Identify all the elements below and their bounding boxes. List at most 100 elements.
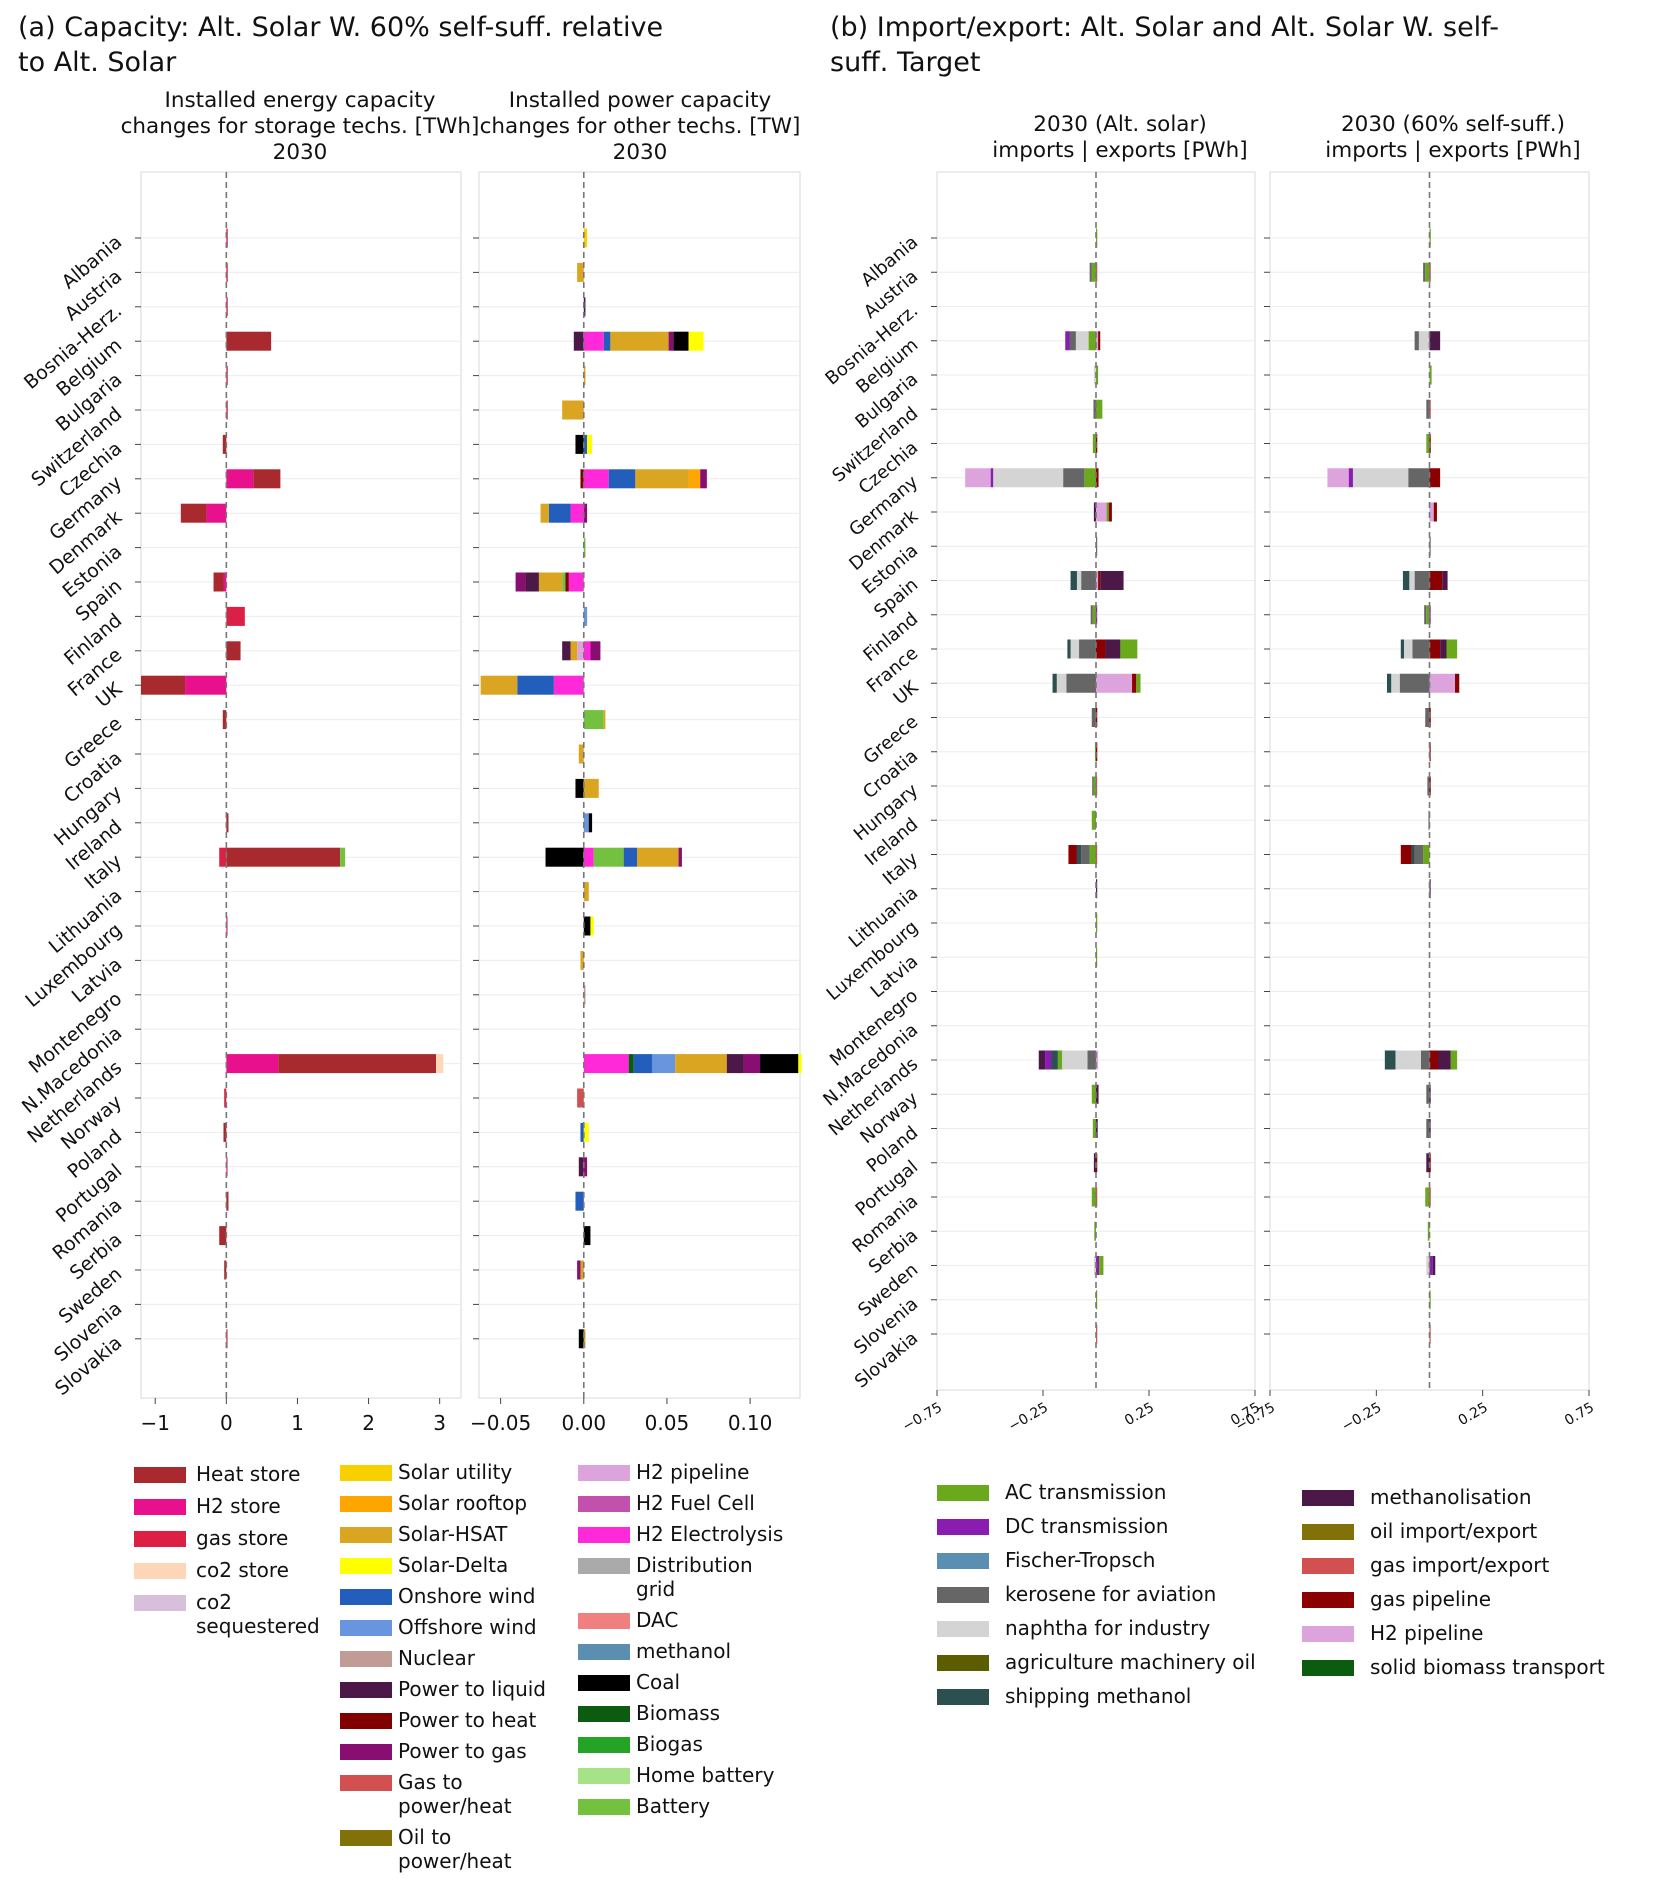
chart2-bar-greece-battery xyxy=(583,710,604,730)
chart1-xtick-label: −1 xyxy=(140,1411,169,1435)
chart3-bar-norway-ac-transmission xyxy=(1091,1084,1096,1104)
chart2-bar-portugal-power-to-liquid xyxy=(578,1157,584,1177)
legend-swatch xyxy=(937,1519,989,1535)
chart3-bar-austria-ac-transmission xyxy=(1091,262,1096,282)
legend-item-solar-rooftop: Solar rooftop xyxy=(340,1491,558,1515)
legend-item-battery: Battery xyxy=(578,1794,786,1818)
chart1-bar-netherlands-co2-store xyxy=(436,1054,444,1074)
chart4-bar-uk-h2-pipeline xyxy=(1429,673,1456,693)
chart2-bar-italy-coal xyxy=(545,847,584,867)
chart3-bar-belgium-naphtha-for-industry xyxy=(1075,331,1089,351)
chart2-bar-bulgaria-solar-hsat xyxy=(583,366,586,386)
chart4-bar-denmark-gas-pipeline xyxy=(1433,502,1437,522)
legend-item-solar-hsat: Solar-HSAT xyxy=(340,1522,558,1546)
chart2-bar-spain-power-to-heat xyxy=(565,572,569,592)
chart1-bar-finland-gas-store xyxy=(226,606,245,626)
chart4-bar-spain-gas-pipeline xyxy=(1429,571,1443,590)
legend-a-col2: Solar utility Solar rooftop Solar-HSAT Sola… xyxy=(340,1460,560,1880)
legend-swatch xyxy=(340,1713,392,1729)
chart1-bar-netherlands-heat-store xyxy=(278,1054,437,1074)
chart2-bar-uk-h2-electrolysis xyxy=(553,675,584,695)
chart4-bar-belgium-kerosene-for-aviation xyxy=(1414,331,1419,351)
legend-item-fischer-tropsch: Fischer-Tropsch xyxy=(937,1548,1305,1572)
legend-item-h2-pipeline: H2 pipeline xyxy=(1302,1621,1661,1645)
chart3-title-line2: imports | exports [PWh] xyxy=(992,138,1248,163)
legend-item-heat-store: Heat store xyxy=(134,1462,324,1486)
legend-label: DC transmission xyxy=(1005,1514,1169,1538)
legend-label: solid biomass transport xyxy=(1370,1655,1605,1679)
chart2-bar-spain-solar-hsat xyxy=(538,572,563,592)
legend-label: Nuclear xyxy=(398,1646,475,1670)
legend-label: naphtha for industry xyxy=(1005,1616,1211,1640)
legend-swatch xyxy=(937,1587,989,1603)
chart2-bar-poland-onshore-wind xyxy=(580,1122,584,1142)
chart2-bar-germany-onshore-wind xyxy=(608,469,636,489)
legend-item-solar-delta: Solar-Delta xyxy=(340,1553,558,1577)
chart1-bar-netherlands-h2-store xyxy=(226,1054,279,1074)
chart3-bar-serbia-ac-transmission xyxy=(1094,1221,1096,1241)
chart3-bar-denmark-ac-transmission xyxy=(1106,502,1109,522)
chart3-bar-netherlands-shipping-methanol xyxy=(1051,1050,1058,1070)
chart1-bar-belgium-heat-store xyxy=(226,331,272,351)
chart3-bar-france-gas-pipeline xyxy=(1096,639,1106,659)
chart4-bar-germany-naphtha-for-industry xyxy=(1352,468,1409,488)
legend-item-gas-import-export: gas import/export xyxy=(1302,1553,1661,1577)
chart3-bar-bulgaria-naphtha-for-industry xyxy=(1093,365,1096,385)
chart4-bar-croatia-gas-pipeline xyxy=(1429,742,1431,762)
chart1-bar-spain-heat-store xyxy=(213,572,224,592)
chart2-bar-hungary-solar-hsat xyxy=(583,778,599,798)
chart2-bar-serbia-coal xyxy=(583,1226,591,1246)
chart3-title-line1: 2030 (Alt. solar) xyxy=(1033,112,1207,137)
legend-swatch xyxy=(1302,1490,1354,1506)
legend-swatch xyxy=(1302,1660,1354,1676)
legend-item-h2-electrolysis: H2 Electrolysis xyxy=(578,1522,786,1546)
chart4-bar-poland-kerosene-for-aviation xyxy=(1426,1119,1430,1138)
chart3-bar-germany-h2-pipeline xyxy=(965,468,991,488)
chart3-bar-france-shipping-methanol xyxy=(1067,639,1071,659)
legend-item-h2-pipeline: H2 pipeline xyxy=(578,1460,786,1484)
chart2-xtick-label: 0.05 xyxy=(645,1411,690,1435)
legend-swatch xyxy=(578,1675,630,1691)
chart4-bar-lithuania-methanolisation xyxy=(1429,879,1431,899)
chart4-bar-netherlands-naphtha-for-industry xyxy=(1395,1050,1421,1070)
chart3-bar-belgium-ac-transmission xyxy=(1088,331,1096,351)
chart2-bar-italy-solar-hsat xyxy=(637,847,679,867)
legend-a-col1: Heat store H2 store gas store co2 store co2 … xyxy=(134,1462,324,1646)
legend-swatch xyxy=(134,1563,186,1579)
panel-b-title: (b) Import/export: Alt. Solar and Alt. S… xyxy=(830,10,1499,80)
chart2-bar-sweden-solar-hsat xyxy=(580,1260,584,1280)
chart1-xtick-label: 1 xyxy=(291,1411,304,1435)
chart4-title-line2: imports | exports [PWh] xyxy=(1325,138,1581,163)
chart1-bar-czechia-heat-store xyxy=(222,434,227,454)
chart2-bar-netherlands-solar-delta xyxy=(798,1054,802,1074)
chart2-bar-netherlands-coal xyxy=(760,1054,799,1074)
legend-label: H2 pipeline xyxy=(636,1460,750,1484)
legend-label: gas import/export xyxy=(1370,1553,1550,1577)
chart1-bar-uk-heat-store xyxy=(141,675,186,695)
legend-label: Power to gas xyxy=(398,1739,527,1763)
legend-label: methanol xyxy=(636,1639,732,1663)
legend-item-power-to-heat: Power to heat xyxy=(340,1708,558,1732)
chart3-bar-spain-kerosene-for-aviation xyxy=(1081,571,1096,590)
chart3-bar-uk-ac-transmission xyxy=(1136,673,1141,693)
chart1-bar-germany-h2-store xyxy=(226,469,254,489)
chart2-bar-denmark-h2-electrolysis xyxy=(570,503,584,523)
legend-swatch xyxy=(340,1589,392,1605)
legend-label: Battery xyxy=(636,1794,711,1818)
chart2-bar-norway-gas-to-power-heat xyxy=(577,1088,584,1108)
chart2-bar-belgium-power-to-liquid xyxy=(573,331,584,351)
chart4-bar-uk-gas-pipeline xyxy=(1455,673,1460,693)
chart2-bar-lithuania-solar-hsat xyxy=(583,882,589,902)
legend-swatch xyxy=(578,1799,630,1815)
chart2-bar-netherlands-onshore-wind xyxy=(633,1054,652,1074)
legend-item-biogas: Biogas xyxy=(578,1732,786,1756)
legend-swatch xyxy=(1302,1524,1354,1540)
chart4-xtick-label: 0.75 xyxy=(1562,1400,1597,1429)
legend-swatch xyxy=(340,1496,392,1512)
chart2-bar-france-power-to-gas xyxy=(590,641,601,661)
chart4-bar-france-shipping-methanol xyxy=(1400,639,1404,659)
legend-item-gas-store: gas store xyxy=(134,1526,324,1550)
chart4-bar-poland-methanolisation xyxy=(1429,1119,1431,1138)
chart3-bar-romania-ac-transmission xyxy=(1091,1187,1096,1207)
